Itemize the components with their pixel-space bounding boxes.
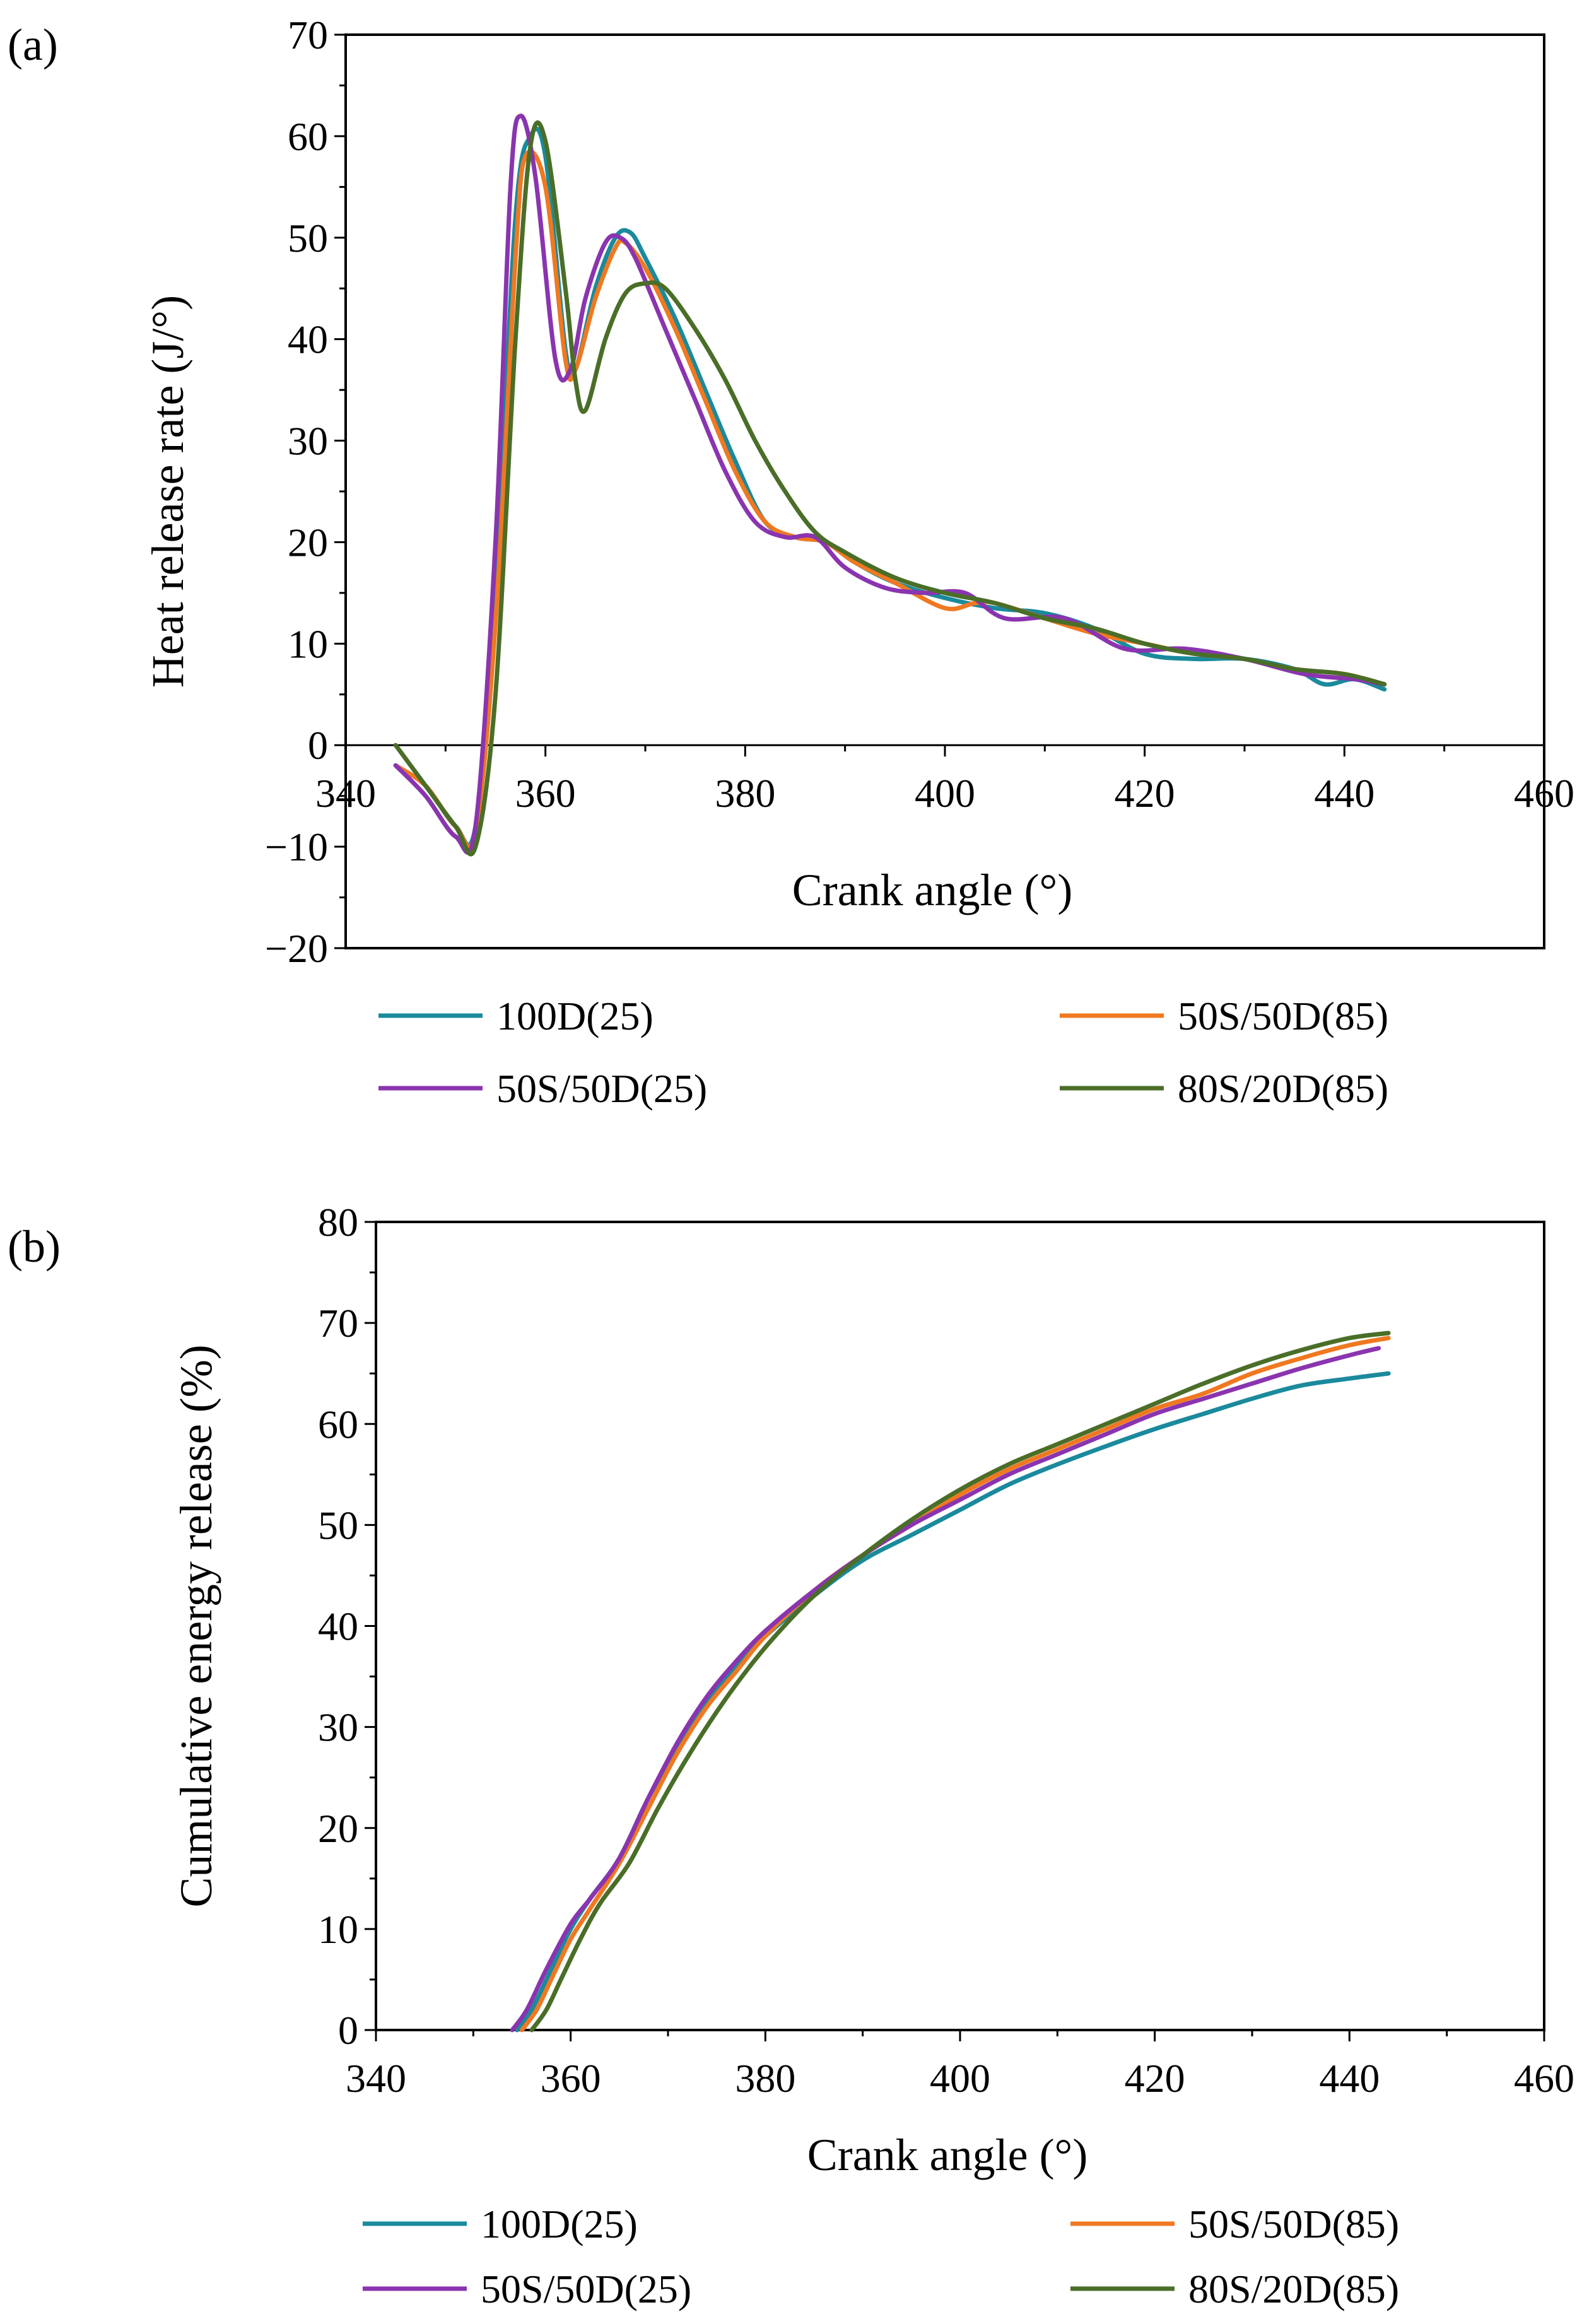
panel-b-y-tick-label: 80	[318, 1200, 358, 1245]
panel-a-legend-label-100d-25: 100D(25)	[496, 994, 653, 1038]
panel-b-legend: 100D(25) 50S/50D(85) 50S/50D(25) 80S/20D(85…	[363, 2202, 1399, 2311]
panel-b-x-axis-title: Crank angle (°)	[807, 2130, 1088, 2180]
panel-b-legend-label-80s-20d-85: 80S/20D(85)	[1188, 2267, 1399, 2311]
panel-a-x-tick-label: 360	[515, 771, 576, 816]
panel-b-x-tick-label: 340	[346, 2056, 406, 2101]
panel-b-y-tick-label: 10	[318, 1907, 358, 1952]
panel-b-series-100d-25	[515, 1371, 1391, 2033]
panel-b-y-tick-label: 40	[318, 1604, 358, 1649]
panel-b-y-tick-label: 50	[318, 1503, 358, 1547]
panel-b-x-tick-label: 380	[735, 2056, 795, 2101]
panel-a-y-axis-title: Heat release rate (J/°)	[143, 295, 193, 688]
panel-b-series-50s-50d-25	[510, 1346, 1381, 2033]
panel-a-x-tick-label: 340	[315, 771, 376, 816]
panel-b-label: (b)	[8, 1221, 61, 1272]
panel-a-y-tick-label: 10	[288, 621, 328, 666]
panel-a-legend-label-80s-20d-85: 80S/20D(85)	[1178, 1066, 1388, 1111]
panel-a-x-tick-label: 440	[1314, 771, 1374, 816]
panel-a-legend-label-50s-50d-25: 50S/50D(25)	[496, 1066, 707, 1111]
panel-a-y-tick-label: 60	[288, 114, 328, 159]
panel-b-series-50s-50d-85	[520, 1335, 1391, 2033]
panel-a-y-tick-label: 40	[288, 317, 328, 362]
panel-a-x-tick-label: 380	[715, 771, 775, 816]
panel-a-heat-release-rate: (a) −20 −10 0 10 20 30 40 50 60 70 340 360 380 400 420…	[8, 13, 1574, 1111]
panel-a-y-tick-label: 20	[288, 520, 328, 565]
panel-b-x-tick-label: 440	[1319, 2056, 1380, 2101]
panel-a-legend-label-50s-50d-85: 50S/50D(85)	[1178, 994, 1388, 1038]
panel-b-legend-label-100d-25: 100D(25)	[481, 2202, 638, 2246]
panel-a-legend: 100D(25) 50S/50D(85) 50S/50D(25) 80S/20D(85…	[378, 994, 1388, 1111]
panel-a-label: (a)	[8, 20, 58, 70]
panel-b-y-tick-label: 70	[318, 1301, 358, 1346]
panel-a-y-tick-label: 30	[288, 419, 328, 464]
panel-a-x-axis-title: Crank angle (°)	[792, 865, 1073, 915]
panel-b-x-tick-label: 360	[541, 2056, 601, 2101]
panel-b-y-tick-label: 0	[338, 2008, 358, 2053]
panel-a-y-tick-label: −20	[265, 926, 328, 971]
panel-a-y-tick-label: 50	[288, 216, 328, 261]
panel-b-x-tick-label: 420	[1125, 2056, 1185, 2101]
panel-b-y-tick-label: 20	[318, 1806, 358, 1851]
panel-a-series-50s-50d-25	[393, 114, 1387, 855]
panel-b-x-tick-label: 400	[930, 2056, 990, 2101]
panel-a-y-tick-label: 0	[308, 723, 328, 768]
panel-b-x-tick-label: 460	[1514, 2056, 1574, 2101]
panel-a-y-tick-label: −10	[265, 825, 328, 869]
panel-a-x-tick-label: 460	[1514, 771, 1574, 816]
panel-a-x-tick-label: 420	[1115, 771, 1175, 816]
panel-a-x-tick-label: 400	[915, 771, 975, 816]
panel-a-y-tick-label: 70	[288, 13, 328, 57]
panel-b-y-tick-label: 30	[318, 1705, 358, 1750]
panel-a-series-80s-20d-85	[393, 120, 1387, 857]
panel-b-series-80s-20d-85	[529, 1330, 1391, 2033]
panel-b-y-tick-label: 60	[318, 1402, 358, 1447]
panel-b-cumulative-energy-release: (b) 0 10 20 30 40 50 60 70 80 340 360 380 400 420 440 4…	[8, 1200, 1574, 2311]
panel-b-legend-label-50s-50d-85: 50S/50D(85)	[1188, 2202, 1399, 2246]
panel-b-legend-label-50s-50d-25: 50S/50D(25)	[481, 2267, 691, 2311]
panel-b-y-axis-title: Cumulative energy release (%)	[171, 1344, 221, 1907]
